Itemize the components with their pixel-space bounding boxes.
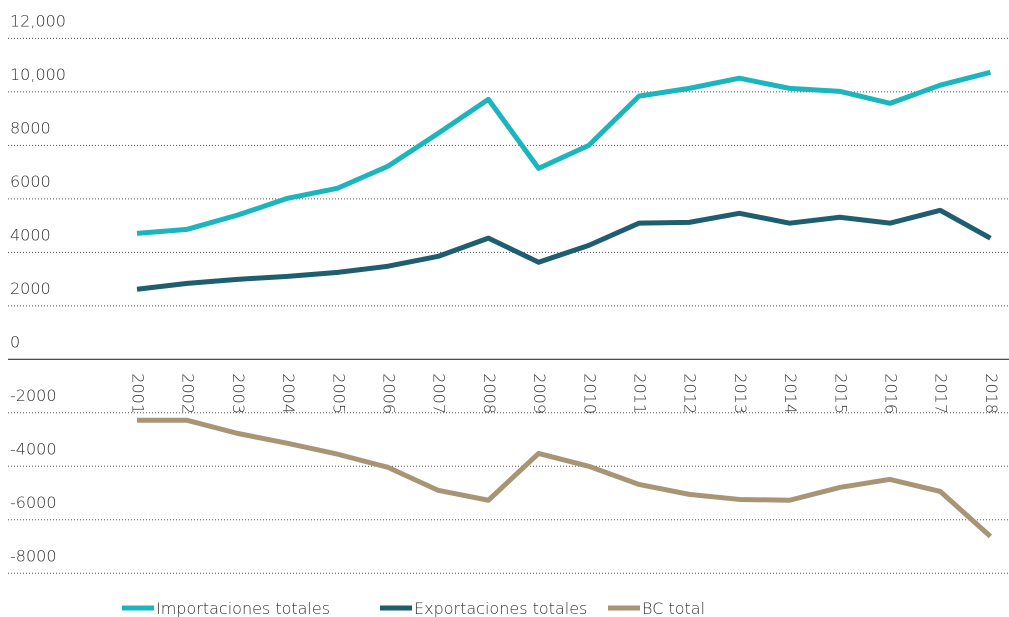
x-tick-label: 2010 xyxy=(580,373,599,414)
x-tick-label: 2002 xyxy=(179,373,198,414)
legend-label: BC total xyxy=(642,599,705,617)
legend-label: Exportaciones totales xyxy=(414,599,587,617)
x-tick-label: 2018 xyxy=(982,373,1001,414)
y-tick-label: -8000 xyxy=(10,546,57,565)
x-tick-label: 2008 xyxy=(480,373,499,414)
y-tick-label: 4000 xyxy=(10,225,51,244)
y-tick-label: 2000 xyxy=(10,279,51,298)
x-tick-label: 2006 xyxy=(380,373,399,414)
y-tick-label: -2000 xyxy=(10,386,57,405)
x-tick-label: 2007 xyxy=(430,373,449,414)
y-tick-label: 6000 xyxy=(10,172,51,191)
x-tick-label: 2013 xyxy=(731,373,750,414)
series-line xyxy=(136,69,992,236)
x-tick-label: 2004 xyxy=(279,373,298,414)
y-tick-label: 12,000 xyxy=(10,11,66,30)
x-tick-label: 2012 xyxy=(681,373,700,414)
legend-label: Importaciones totales xyxy=(156,599,330,617)
x-tick-label: 2003 xyxy=(229,373,248,414)
x-tick-label: 2001 xyxy=(129,373,148,414)
x-tick-label: 2017 xyxy=(932,373,951,414)
x-tick-label: 2015 xyxy=(831,373,850,414)
y-tick-label: -4000 xyxy=(10,439,57,458)
y-tick-label: 8000 xyxy=(10,118,51,137)
x-tick-label: 2011 xyxy=(631,373,650,414)
y-tick-label: 10,000 xyxy=(10,65,66,84)
series-line xyxy=(137,417,993,539)
y-tick-label: -6000 xyxy=(10,493,57,512)
x-tick-label: 2016 xyxy=(882,373,901,414)
x-tick-label: 2014 xyxy=(781,373,800,414)
x-tick-label: 2009 xyxy=(530,373,549,414)
y-tick-label: 0 xyxy=(10,332,20,351)
series-line xyxy=(136,207,992,292)
x-tick-label: 2005 xyxy=(329,373,348,414)
